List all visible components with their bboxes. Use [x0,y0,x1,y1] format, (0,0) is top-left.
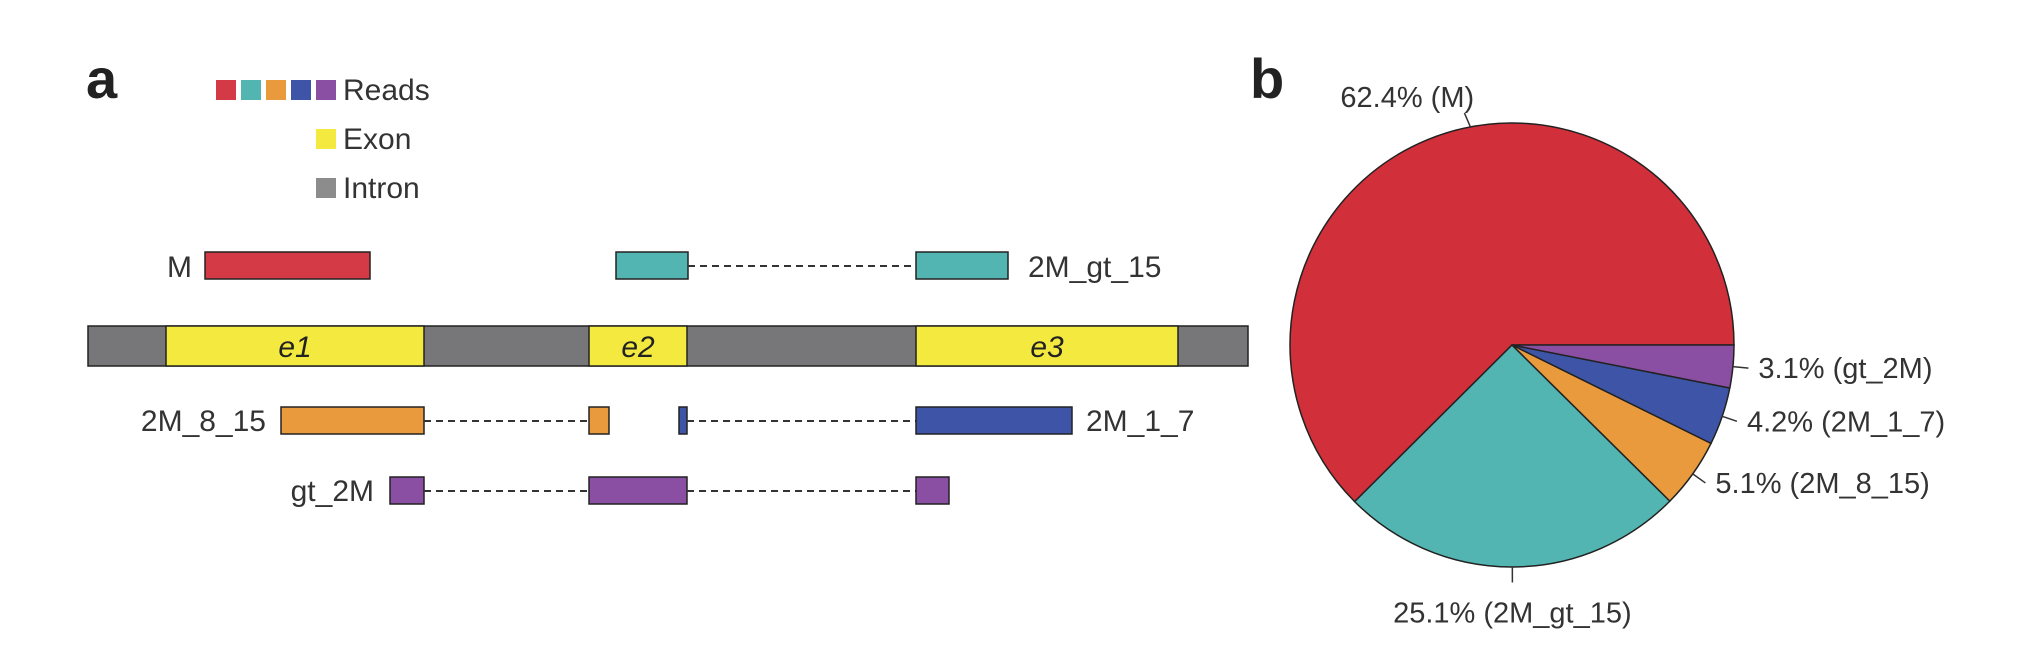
pie-leader-gt-2m [1732,365,1749,369]
read-2m-1-7-label: 2M_1_7 [1086,405,1194,438]
legend-read-swatch-3 [266,80,286,100]
legend-reads-label: Reads [343,74,430,107]
read-2m-8-15-block-2 [588,406,610,435]
legend-exon-label: Exon [343,123,411,156]
exon-e1 [165,325,425,367]
read-2m-1-7-block-2 [915,406,1073,435]
pie-label-m: 62.4% (M) [1340,82,1474,114]
legend-read-swatch-2 [241,80,261,100]
read-gt-2m-block-2 [588,476,688,505]
read-2m-8-15-label: 2M_8_15 [141,405,266,438]
read-2m-gt-15-block-1 [615,251,689,280]
pie-slice-2m-gt-15 [1353,343,1671,568]
legend-intron-swatch [316,178,336,198]
read-gt-2m-block-1 [389,476,425,505]
pie-label-gt-2m: 3.1% (gt_2M) [1758,353,1932,385]
gene-model: e1 e2 e3 [87,325,1249,367]
read-2m-1-7: 2M_1_7 [678,405,1194,438]
legend-exon-swatch [316,129,336,149]
exon-e2-label: e2 [621,331,655,364]
legend-read-swatch-5 [316,80,336,100]
legend-intron-label: Intron [343,172,420,205]
exon-e3-label: e3 [1030,331,1064,364]
read-2m-8-15-block-1 [280,406,425,435]
read-gt-2m-label: gt_2M [291,475,374,508]
exon-e3 [915,325,1179,367]
read-2m-gt-15: 2M_gt_15 [615,251,1161,284]
read-gt-2m-block-3 [915,476,950,505]
read-2m-8-15: 2M_8_15 [141,405,610,438]
read-m-block [204,251,371,280]
pie-slice-gt-2m [1511,344,1735,389]
legend: Reads Exon Intron [216,74,430,205]
panel-a-letter: a [86,47,118,110]
pie-leader-m [1463,112,1472,128]
pie-leader-2m-1-7 [1721,415,1738,423]
pie-leader-2m-8-15 [1692,473,1706,484]
read-gt-2m: gt_2M [291,475,950,508]
panel-b-letter: b [1250,47,1284,110]
pie-label-2m-8-15: 5.1% (2M_8_15) [1715,468,1929,500]
pie-label-2m-1-7: 4.2% (2M_1_7) [1747,406,1945,438]
read-m-label: M [167,251,192,284]
exon-e1-label: e1 [278,331,311,364]
read-2m-1-7-block-1 [678,406,688,435]
read-2m-gt-15-label: 2M_gt_15 [1028,251,1161,284]
pie-label-2m-gt-15: 25.1% (2M_gt_15) [1393,598,1632,630]
read-2m-gt-15-block-2 [915,251,1009,280]
pie-chart: 62.4% (M) 25.1% (2M_gt_15) 5.1% (2M_8_15) 4… [1289,82,1945,630]
legend-read-swatch-1 [216,80,236,100]
exon-e2 [588,325,688,367]
legend-read-swatch-4 [291,80,311,100]
read-m: M [167,251,371,284]
pie-slice-m [1289,122,1735,503]
